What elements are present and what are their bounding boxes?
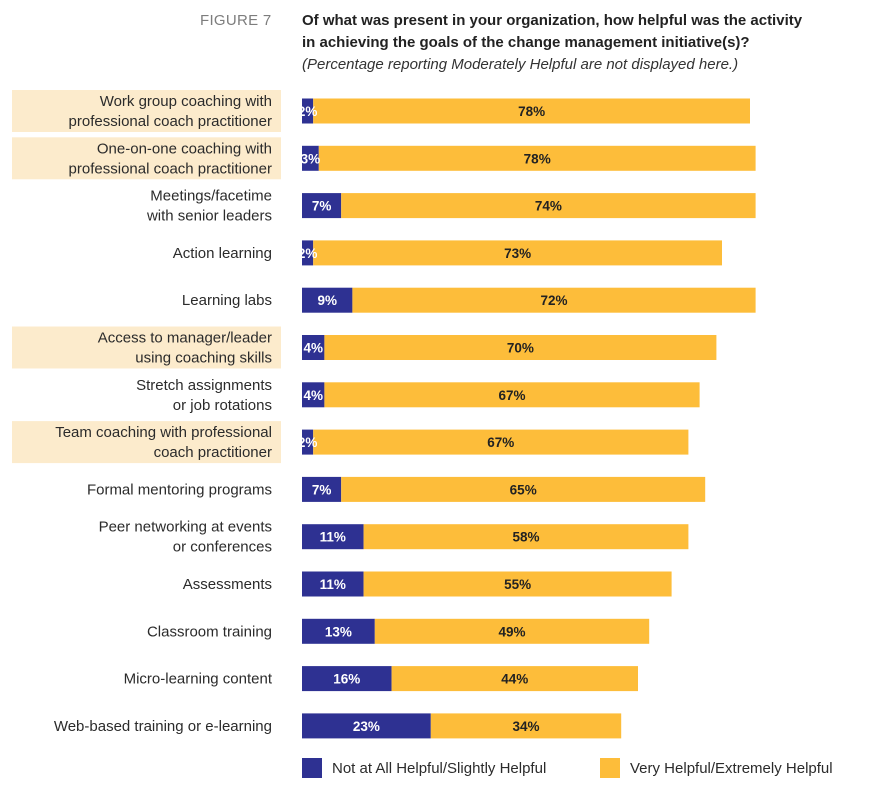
- bar-label-very-helpful: 65%: [510, 482, 537, 497]
- stacked-bar-chart: Work group coaching with professional coa…: [12, 90, 756, 739]
- chart-subtitle: (Percentage reporting Moderately Helpful…: [302, 56, 739, 73]
- bar-not-helpful: [302, 287, 353, 313]
- bar-label-very-helpful: 78%: [518, 104, 545, 119]
- bar-not-helpful: [302, 571, 364, 597]
- bar-very-helpful: [313, 240, 722, 266]
- category-label: Access to manager/leader: [98, 330, 272, 347]
- category-label: professional coach practitioner: [69, 160, 272, 177]
- category-label: Peer networking at events: [99, 519, 272, 536]
- category-highlight: [12, 421, 281, 464]
- bar-not-helpful: [302, 145, 319, 171]
- bar-label-very-helpful: 58%: [512, 530, 539, 545]
- bar-label-not-helpful: 2%: [298, 246, 318, 261]
- bar-not-helpful: [302, 666, 392, 692]
- bar-not-helpful: [302, 429, 314, 455]
- legend-item-not-helpful: Not at All Helpful/Slightly Helpful: [302, 758, 546, 778]
- bar-label-not-helpful: 4%: [303, 341, 323, 356]
- bar-not-helpful: [302, 98, 314, 124]
- bar-label-not-helpful: 9%: [317, 293, 337, 308]
- bar-not-helpful: [302, 335, 325, 360]
- bar-label-not-helpful: 11%: [320, 577, 346, 592]
- bar-very-helpful: [363, 571, 672, 597]
- bar-label-not-helpful: 3%: [301, 151, 321, 166]
- bar-not-helpful: [302, 524, 364, 550]
- bar-label-very-helpful: 73%: [504, 246, 531, 261]
- category-label: coach practitioner: [154, 444, 272, 461]
- legend-swatch-very-helpful: [600, 758, 620, 778]
- bar-label-very-helpful: 34%: [512, 719, 539, 734]
- bar-not-helpful: [302, 476, 342, 502]
- bar-very-helpful: [313, 98, 750, 124]
- category-label: Team coaching with professional: [55, 424, 272, 441]
- bar-very-helpful: [324, 382, 700, 408]
- bar-label-not-helpful: 2%: [298, 104, 318, 119]
- bar-label-very-helpful: 55%: [504, 577, 531, 592]
- chart-title-line-2: in achieving the goals of the change man…: [302, 34, 750, 51]
- category-highlight: [12, 90, 281, 132]
- bar-very-helpful: [318, 145, 756, 171]
- legend-label-not-helpful: Not at All Helpful/Slightly Helpful: [332, 759, 547, 777]
- bar-not-helpful: [302, 382, 325, 408]
- bar-very-helpful: [391, 666, 638, 692]
- bar-label-not-helpful: 4%: [303, 388, 323, 403]
- bar-label-not-helpful: 2%: [298, 435, 318, 450]
- category-label: Action learning: [173, 245, 272, 262]
- bar-label-very-helpful: 44%: [501, 672, 528, 687]
- bar-label-very-helpful: 74%: [535, 199, 562, 214]
- bar-label-very-helpful: 67%: [498, 388, 525, 403]
- category-label: Meetings/facetime: [150, 188, 272, 205]
- category-label: Learning labs: [182, 292, 272, 309]
- bar-not-helpful: [302, 713, 431, 739]
- bar-label-very-helpful: 70%: [507, 341, 534, 356]
- category-label: with senior leaders: [146, 208, 272, 225]
- category-label: Work group coaching with: [100, 93, 272, 110]
- bar-very-helpful: [374, 618, 650, 644]
- bar-label-not-helpful: 16%: [333, 672, 360, 687]
- category-label: Assessments: [183, 576, 272, 593]
- bar-very-helpful: [363, 524, 689, 550]
- category-label: professional coach practitioner: [69, 113, 272, 130]
- bar-very-helpful: [313, 429, 689, 455]
- bar-label-very-helpful: 49%: [498, 624, 525, 639]
- bar-very-helpful: [341, 476, 706, 502]
- bar-very-helpful: [430, 713, 622, 739]
- legend-swatch-not-helpful: [302, 758, 322, 778]
- bar-label-not-helpful: 23%: [353, 719, 380, 734]
- bar-not-helpful: [302, 240, 314, 266]
- category-label: Classroom training: [147, 623, 272, 640]
- bar-label-not-helpful: 7%: [312, 482, 332, 497]
- bar-label-very-helpful: 67%: [487, 435, 514, 450]
- category-highlight: [12, 326, 281, 369]
- bar-not-helpful: [302, 193, 342, 219]
- category-label: or conferences: [173, 539, 272, 556]
- bar-label-very-helpful: 78%: [524, 151, 551, 166]
- legend-item-very-helpful: Very Helpful/Extremely Helpful: [600, 758, 833, 778]
- legend-label-very-helpful: Very Helpful/Extremely Helpful: [630, 759, 833, 777]
- bar-not-helpful: [302, 618, 375, 644]
- category-label: using coaching skills: [135, 350, 272, 367]
- bar-label-not-helpful: 11%: [320, 530, 346, 545]
- bar-label-not-helpful: 13%: [325, 624, 352, 639]
- category-label: One-on-one coaching with: [97, 140, 272, 157]
- category-label: Micro-learning content: [124, 671, 273, 688]
- chart-title-line-1: Of what was present in your organization…: [302, 12, 803, 29]
- bar-very-helpful: [341, 193, 756, 219]
- bar-label-very-helpful: 72%: [540, 293, 567, 308]
- bar-very-helpful: [352, 287, 756, 313]
- category-label: Formal mentoring programs: [87, 481, 272, 498]
- category-label: Stretch assignments: [136, 377, 272, 394]
- category-label: or job rotations: [173, 397, 272, 414]
- bar-label-not-helpful: 7%: [312, 199, 332, 214]
- figure-label: FIGURE 7: [200, 12, 272, 29]
- category-highlight: [12, 137, 281, 180]
- category-label: Web-based training or e-learning: [54, 718, 272, 735]
- bar-very-helpful: [324, 335, 717, 360]
